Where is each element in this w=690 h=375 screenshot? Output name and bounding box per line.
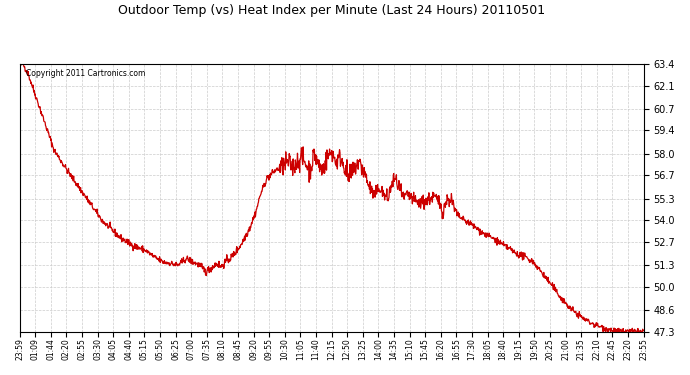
Text: Copyright 2011 Cartronics.com: Copyright 2011 Cartronics.com xyxy=(26,69,145,78)
Text: Outdoor Temp (vs) Heat Index per Minute (Last 24 Hours) 20110501: Outdoor Temp (vs) Heat Index per Minute … xyxy=(117,4,545,17)
